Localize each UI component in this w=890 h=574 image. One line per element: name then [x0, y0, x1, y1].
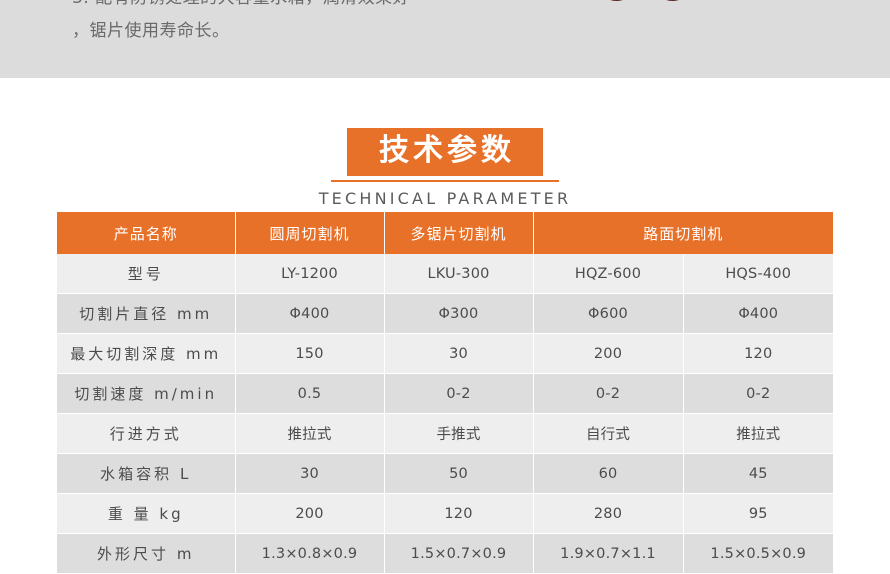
- cell-value: 200: [533, 333, 684, 374]
- cell-value: 0.5: [235, 373, 385, 414]
- section-title-block: 技术参数 TECHNICAL PARAMETER: [0, 128, 890, 208]
- cell-value: 0-2: [533, 373, 684, 414]
- row-label-cutting-speed: 切割速度 m/min: [57, 373, 236, 414]
- cell-value: 推拉式: [235, 413, 385, 454]
- title-underline-rule: [331, 179, 559, 182]
- column-header-product-name: 产品名称: [57, 212, 236, 254]
- cell-value: 手推式: [384, 413, 534, 454]
- cell-value: 60: [533, 453, 684, 494]
- cell-value: 0-2: [384, 373, 534, 414]
- page-title: 技术参数: [347, 128, 543, 176]
- cell-value: 120: [683, 333, 834, 374]
- cell-value: 120: [384, 493, 534, 534]
- cell-value: 280: [533, 493, 684, 534]
- cell-value: 200: [235, 493, 385, 534]
- row-label-dimensions: 外形尺寸 m: [57, 533, 236, 574]
- cell-value: Φ300: [384, 293, 534, 334]
- column-header-circular-cutter: 圆周切割机: [235, 212, 385, 254]
- technical-parameter-table: 产品名称 圆周切割机 多锯片切割机 路面切割机 型号 LY-1200 LKU-3…: [57, 212, 834, 574]
- row-label-travel-mode: 行进方式: [57, 413, 236, 454]
- table-header: 产品名称 圆周切割机 多锯片切割机 路面切割机: [57, 212, 834, 254]
- cell-value: HQS-400: [683, 254, 834, 294]
- cell-value: 1.5×0.5×0.9: [683, 533, 834, 574]
- cell-value: 50: [384, 453, 534, 494]
- road-cutter-machine-photo: [585, 0, 825, 47]
- table-row: 最大切割深度 mm 150 30 200 120: [57, 333, 834, 374]
- table-row: 水箱容积 L 30 50 60 45: [57, 453, 834, 494]
- table-body: 型号 LY-1200 LKU-300 HQZ-600 HQS-400 切割片直径…: [57, 254, 834, 574]
- page-subtitle: TECHNICAL PARAMETER: [318, 188, 572, 208]
- table-row: 切割片直径 mm Φ400 Φ300 Φ600 Φ400: [57, 293, 834, 334]
- table-row: 切割速度 m/min 0.5 0-2 0-2 0-2: [57, 373, 834, 414]
- cell-value: Φ400: [683, 293, 834, 334]
- cell-value: Φ600: [533, 293, 684, 334]
- cell-value: LY-1200: [235, 254, 385, 294]
- machine-wheel-front: [597, 0, 636, 1]
- cell-value: Φ400: [235, 293, 385, 334]
- table-row: 型号 LY-1200 LKU-300 HQZ-600 HQS-400: [57, 254, 834, 294]
- cell-value: HQZ-600: [533, 254, 684, 294]
- table-row: 行进方式 推拉式 手推式 自行式 推拉式: [57, 413, 834, 454]
- cell-value: 95: [683, 493, 834, 534]
- cell-value: 30: [235, 453, 385, 494]
- column-header-multi-blade-cutter: 多锯片切割机: [384, 212, 534, 254]
- product-feature-section: 3. 配有防锈处理的大容量水箱，润滑效果好 ，锯片使用寿命长。: [0, 0, 890, 78]
- cell-value: 1.5×0.7×0.9: [384, 533, 534, 574]
- row-label-blade-diameter: 切割片直径 mm: [57, 293, 236, 334]
- technical-parameter-table-wrap: 产品名称 圆周切割机 多锯片切割机 路面切割机 型号 LY-1200 LKU-3…: [57, 212, 834, 574]
- cell-value: 自行式: [533, 413, 684, 454]
- cell-value: 1.9×0.7×1.1: [533, 533, 684, 574]
- table-row: 外形尺寸 m 1.3×0.8×0.9 1.5×0.7×0.9 1.9×0.7×1…: [57, 533, 834, 574]
- table-header-row: 产品名称 圆周切割机 多锯片切割机 路面切割机: [57, 212, 834, 254]
- cell-value: LKU-300: [384, 254, 534, 294]
- row-label-weight: 重 量 kg: [57, 493, 236, 534]
- row-label-water-tank-capacity: 水箱容积 L: [57, 453, 236, 494]
- row-label-model: 型号: [57, 254, 236, 294]
- cell-value: 推拉式: [683, 413, 834, 454]
- cell-value: 1.3×0.8×0.9: [235, 533, 385, 574]
- table-row: 重 量 kg 200 120 280 95: [57, 493, 834, 534]
- machine-wheel-rear: [653, 0, 692, 1]
- cell-value: 150: [235, 333, 385, 374]
- column-header-road-cutter: 路面切割机: [533, 212, 834, 254]
- cell-value: 0-2: [683, 373, 834, 414]
- cell-value: 30: [384, 333, 534, 374]
- feature-description-text: 3. 配有防锈处理的大容量水箱，润滑效果好 ，锯片使用寿命长。: [72, 0, 410, 41]
- row-label-max-cut-depth: 最大切割深度 mm: [57, 333, 236, 374]
- cell-value: 45: [683, 453, 834, 494]
